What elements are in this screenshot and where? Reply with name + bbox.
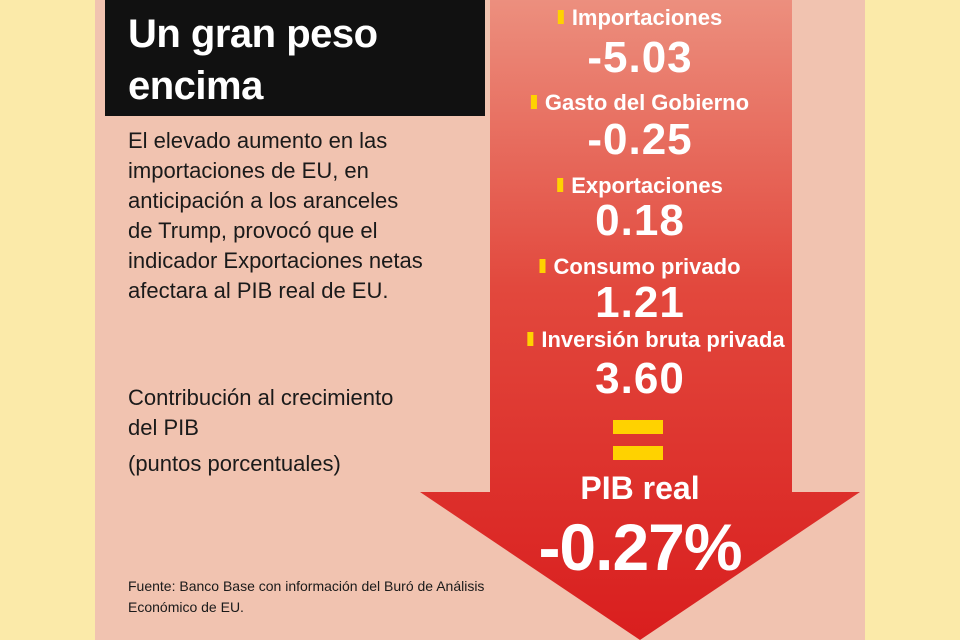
item-label-gasto-gobierno: Gasto del Gobierno — [530, 91, 749, 115]
result-value: -0.27% — [538, 510, 742, 584]
equals-sign — [613, 420, 663, 464]
item-label-inversion-bruta: Inversión bruta privada — [527, 328, 785, 352]
item-value-inversion-bruta: 3.60 — [595, 354, 685, 403]
arrow-shape — [420, 0, 860, 640]
item-label-exportaciones: Exportaciones — [557, 174, 723, 198]
right-margin — [865, 0, 960, 640]
title-box — [105, 0, 485, 116]
equals-bar-top — [613, 420, 663, 434]
bullet-marker — [539, 259, 546, 273]
bullet-marker — [530, 95, 537, 109]
equals-bar-bottom — [613, 446, 663, 460]
measure-title: Contribución al crecimiento del PIB — [128, 385, 394, 440]
description-text: El elevado aumento en las importaciones … — [128, 128, 423, 303]
unit-label: (puntos porcentuales) — [128, 451, 341, 476]
item-value-exportaciones: 0.18 — [595, 196, 685, 245]
item-value-importaciones: -5.03 — [587, 33, 693, 82]
measure-label: Contribución al crecimiento del PIB (pun… — [128, 383, 428, 479]
bullet-marker — [557, 10, 564, 24]
item-value-gasto-gobierno: -0.25 — [587, 115, 693, 164]
item-label-consumo-privado: Consumo privado — [539, 255, 741, 279]
left-margin — [0, 0, 95, 640]
page-title: Un gran peso encima — [128, 12, 378, 108]
bullet-marker — [527, 332, 534, 346]
item-label-importaciones: Importaciones — [557, 6, 722, 30]
bullet-marker — [557, 178, 564, 192]
item-value-consumo-privado: 1.21 — [595, 278, 685, 327]
result-label: PIB real — [580, 470, 700, 506]
source-note: Fuente: Banco Base con información del B… — [128, 578, 485, 615]
